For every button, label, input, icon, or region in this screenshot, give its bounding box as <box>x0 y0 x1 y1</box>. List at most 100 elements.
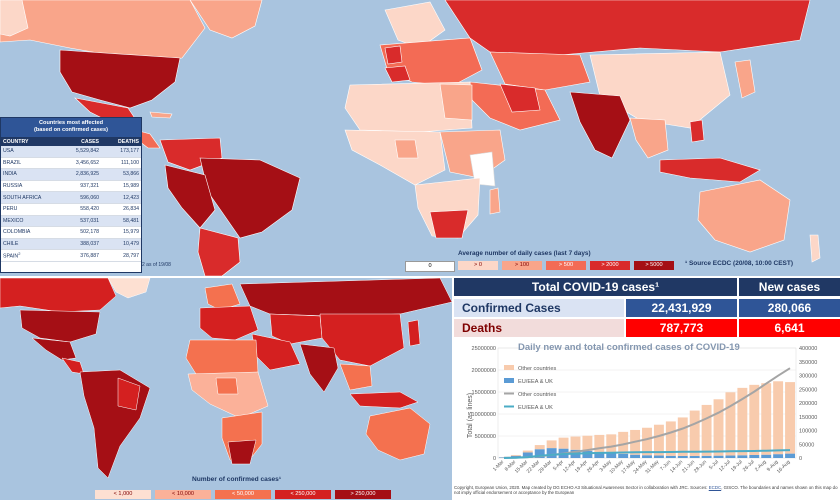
table-cell-country: RUSSIA <box>3 183 23 190</box>
table-row: USA 5,529,842 173,177 <box>1 146 141 158</box>
y-right-tick: 200000 <box>799 401 817 407</box>
table-row: SPAIN2 376,887 28,797 <box>1 250 141 262</box>
y-right-axis: 0 50000 100000 150000 200000 250000 300000 3500… <box>799 346 817 462</box>
y-left-tick: 5000000 <box>475 434 496 440</box>
legend-label: EU/EEA & UK <box>518 379 553 385</box>
y-right-tick: 300000 <box>799 374 817 380</box>
table-header-cases: CASES <box>81 138 99 145</box>
table-cell-deaths: 15,989 <box>123 183 139 190</box>
bar-other <box>546 440 557 449</box>
bar-other <box>785 382 795 454</box>
confirmed-cases-map <box>0 278 452 500</box>
world-map-daily <box>0 0 821 276</box>
legend-title: Number of confirmed cases¹ <box>192 476 282 483</box>
bar-eu <box>546 448 557 458</box>
line-eu-total <box>503 449 791 459</box>
bar-other <box>677 417 688 456</box>
legend-item: > 500 <box>546 261 586 270</box>
y-right-tick: 50000 <box>799 442 814 448</box>
bar-other <box>737 387 748 456</box>
panel-divider <box>452 276 454 500</box>
table-header-country: COUNTRY <box>3 138 29 145</box>
y-right-tick: 100000 <box>799 429 817 435</box>
table-row: MEXICO 537,031 58,481 <box>1 215 141 228</box>
x-tick: 2-Aug <box>754 459 768 473</box>
bar-eu <box>642 455 652 458</box>
bar-other <box>761 383 772 455</box>
table-cell-cases: 388,037 <box>80 241 99 248</box>
bar-eu <box>665 455 676 458</box>
copyright-text: Copyright, European Union, 2020. Map cre… <box>454 485 708 490</box>
bar-eu <box>677 455 688 458</box>
bar-other <box>773 381 784 455</box>
y-left-tick: 20000000 <box>472 368 496 374</box>
table-cell-deaths: 28,797 <box>123 252 139 259</box>
table-cell-cases: 596,060 <box>80 194 99 201</box>
y-right-tick: 350000 <box>799 360 817 366</box>
bar-other <box>510 454 521 456</box>
x-tick: 19-Jul <box>730 459 744 473</box>
table-row: COLOMBIA 502,178 15,979 <box>1 227 141 239</box>
panel-divider <box>0 276 840 278</box>
x-tick: 26-Apr <box>586 459 601 474</box>
ecdc-link[interactable]: ECDC <box>708 485 722 490</box>
table-cell-deaths: 26,834 <box>123 206 139 213</box>
chart-plot: 0 5000000 10000000 15000000 20000000 25000000… <box>472 346 818 475</box>
bar-other <box>725 392 736 456</box>
y-left-axis: 0 5000000 10000000 15000000 20000000 25000000 <box>472 346 496 462</box>
covid-chart: 0 5000000 10000000 15000000 20000000 25000000… <box>454 340 840 485</box>
table-cell-country: MEXICO <box>3 217 24 224</box>
table-row: SOUTH AFRICA 596,060 12,423 <box>1 192 141 204</box>
bar-eu <box>618 453 629 458</box>
table-body: USA 5,529,842 173,177 BRAZIL 3,456,652 111,1… <box>1 146 141 262</box>
source-note: ¹ Source ECDC (20/08, 10:00 CEST) <box>685 260 794 267</box>
table-title: Countries most affected (based on confir… <box>1 118 141 137</box>
table-cell-cases: 537,031 <box>80 217 99 224</box>
bar-eu <box>582 450 593 458</box>
bar-eu <box>499 457 509 458</box>
bar-other <box>653 424 664 456</box>
bar-other <box>713 399 724 456</box>
copyright-text-2: , GISCO. The boundaries and names shown … <box>454 485 838 495</box>
y-left-tick: 10000000 <box>472 412 496 418</box>
table-cell-cases: 2,836,925 <box>75 171 99 178</box>
y-right-tick: 400000 <box>799 346 817 352</box>
total-cases-header: Total COVID-19 cases¹ <box>454 278 737 296</box>
y-left-tick: 15000000 <box>472 390 496 396</box>
bar-eu <box>522 452 533 458</box>
bar-eu <box>606 453 617 458</box>
bar-other <box>522 450 533 453</box>
table-cell-country: PERU <box>3 206 18 213</box>
chart-lines <box>503 367 791 459</box>
bar-other <box>582 435 593 451</box>
table-row: CHILE 388,037 10,479 <box>1 238 141 251</box>
x-tick: 12-Jul <box>718 459 732 473</box>
table-cell-cases: 3,456,652 <box>75 159 99 166</box>
x-tick: 29-Mar <box>538 459 554 475</box>
table-cell-country: CHILE <box>3 241 19 248</box>
y-left-tick: 25000000 <box>472 346 496 352</box>
table-cell-country: BRAZIL <box>3 159 22 166</box>
x-tick: 31-May <box>644 459 660 475</box>
table-cell-cases: 937,321 <box>80 183 99 190</box>
legend-item: > 250,000 <box>335 490 391 499</box>
table-title-line1: Countries most affected <box>38 120 104 126</box>
bar-eu <box>713 455 724 458</box>
legend-item: < 250,000 <box>275 490 331 499</box>
table-cell-deaths: 53,866 <box>123 171 139 178</box>
bar-other <box>534 445 545 450</box>
legend-label: EU/EEA & UK <box>518 405 553 411</box>
bar-eu <box>725 455 736 458</box>
deaths-label: Deaths <box>454 319 624 337</box>
stats-panel: Total COVID-19 cases¹ New cases Confirme… <box>454 278 840 340</box>
legend-title: Average number of daily cases (last 7 da… <box>458 250 591 257</box>
confirmed-new-value: 280,066 <box>739 299 840 317</box>
table-cell-country: USA <box>3 148 14 155</box>
bar-eu <box>534 449 545 458</box>
bar-other <box>665 421 676 456</box>
y-right-tick: 0 <box>799 456 802 462</box>
legend-item: > 5000 <box>634 261 674 270</box>
bar-eu <box>653 455 664 458</box>
table-cell-cases: 558,420 <box>80 206 99 213</box>
deaths-total-value: 787,773 <box>626 319 737 337</box>
